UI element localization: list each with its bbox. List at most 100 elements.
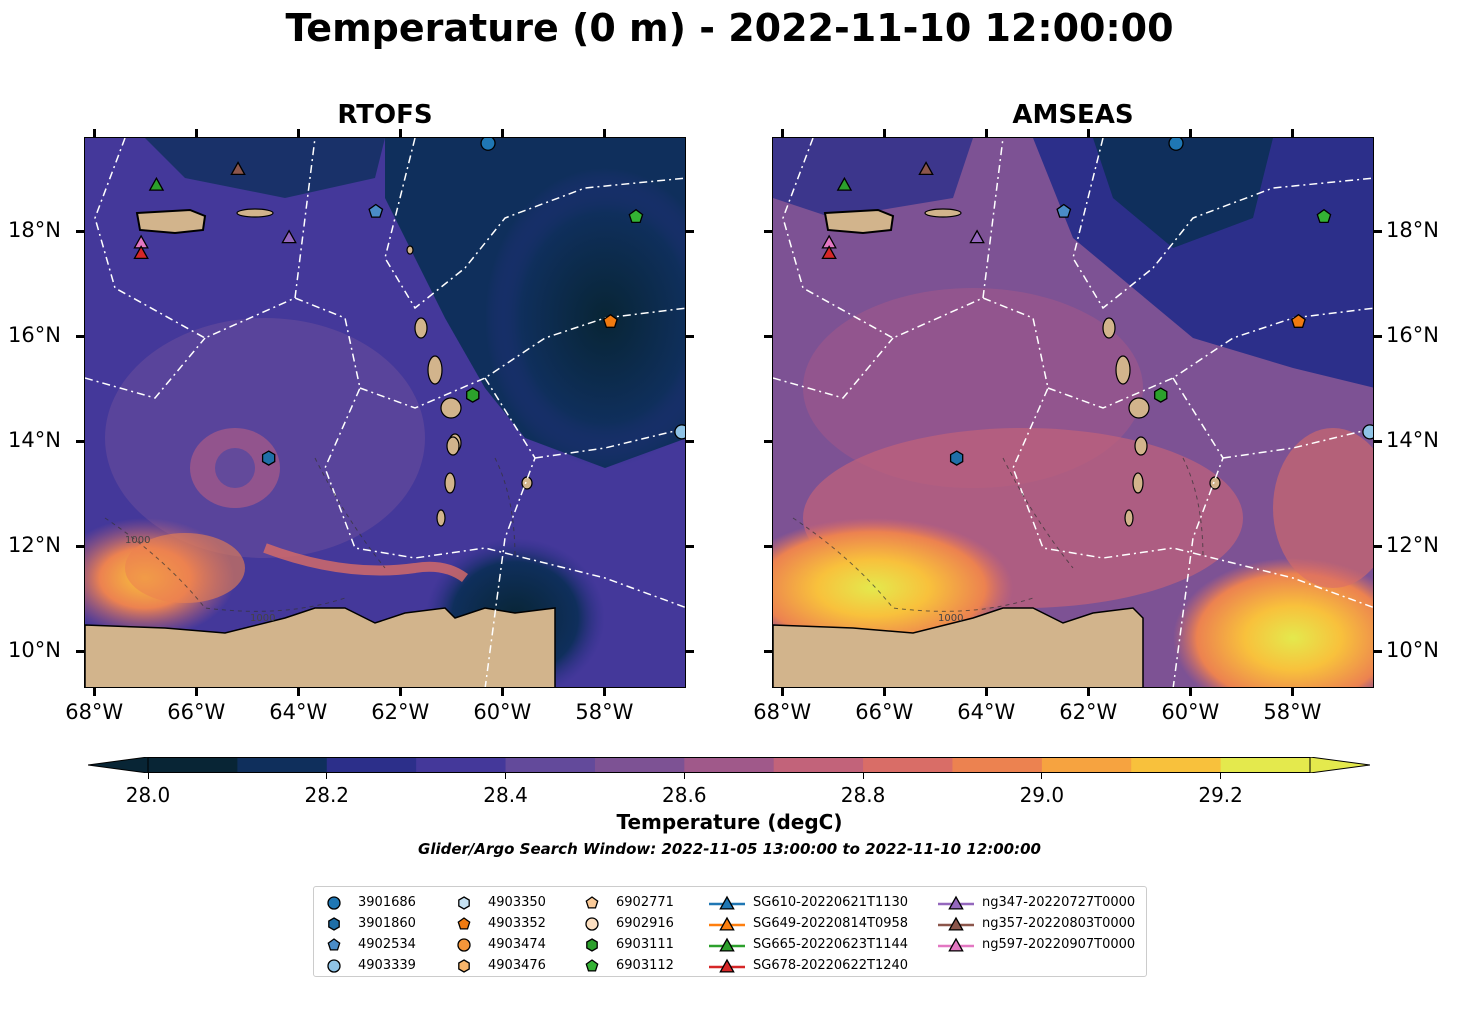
legend-marker-triangle-icon xyxy=(938,916,974,931)
legend-label: SG678-20220622T1240 xyxy=(753,958,909,973)
colorbar-bin xyxy=(863,757,953,773)
lon-tick-top xyxy=(780,129,784,137)
float-marker-6903112 xyxy=(628,208,644,224)
legend-label: 4903339 xyxy=(358,958,416,973)
colorbar-bin xyxy=(952,757,1043,773)
float-marker-3901686 xyxy=(1168,138,1184,151)
float-marker-SG678-20220622T1240 xyxy=(133,245,149,259)
lon-tick-bottom xyxy=(194,688,198,696)
legend-label: SG649-20220814T0958 xyxy=(753,916,909,931)
lon-tick-bottom xyxy=(1188,688,1192,696)
lon-tick-bottom xyxy=(602,688,606,696)
lon-tick-label: 64°W xyxy=(957,700,1016,724)
lat-tick-right xyxy=(686,334,694,338)
legend-label: 4902534 xyxy=(358,937,416,952)
legend-marker-pentagon-icon xyxy=(585,896,599,909)
lon-tick-label: 64°W xyxy=(269,700,328,724)
float-marker-4903352 xyxy=(1291,313,1306,328)
legend-label: ng347-20220727T0000 xyxy=(982,895,1136,910)
colorbar-bin xyxy=(1220,757,1311,773)
lon-tick-label: 60°W xyxy=(473,700,532,724)
float-marker-6903112 xyxy=(1316,208,1332,224)
float-marker-4902534 xyxy=(368,203,384,218)
contour-label: 1000 xyxy=(938,613,963,624)
lon-tick-bottom xyxy=(92,688,96,696)
colorbar-bin xyxy=(684,757,775,773)
map-amseas: 1000 xyxy=(772,137,1374,688)
legend-marker-triangle-icon xyxy=(709,916,745,931)
colorbar-bin xyxy=(326,757,417,773)
lat-tick-right xyxy=(686,439,694,443)
lon-tick-bottom xyxy=(1086,688,1090,696)
lat-tick-left xyxy=(764,544,772,548)
colorbar-bin xyxy=(1131,757,1222,773)
float-marker-ng357-20220803T0000 xyxy=(230,161,246,176)
lat-tick-left xyxy=(764,334,772,338)
lon-tick-bottom xyxy=(398,688,402,696)
colorbar-tick xyxy=(683,773,685,779)
legend-label: 6903112 xyxy=(616,958,674,973)
legend-marker-triangle-icon xyxy=(709,895,745,910)
float-marker-ng347-20220727T0000 xyxy=(969,229,985,244)
colorbar-swatches xyxy=(87,756,1371,774)
float-marker-ng347-20220727T0000 xyxy=(281,229,297,244)
colorbar-bin xyxy=(1041,757,1132,773)
search-window-note: Glider/Argo Search Window: 2022-11-05 13… xyxy=(418,840,1041,858)
legend-label: 6903111 xyxy=(616,937,674,952)
float-marker-ng357-20220803T0000 xyxy=(918,161,934,176)
lat-tick-label: 16°N xyxy=(1386,323,1439,348)
legend-label: 4903474 xyxy=(488,937,546,952)
legend-label: 4903350 xyxy=(488,895,546,910)
lat-tick-label: 12°N xyxy=(8,533,61,558)
lon-tick-bottom xyxy=(882,688,886,696)
legend-marker-triangle-icon xyxy=(938,895,974,910)
legend-marker-circle-icon xyxy=(585,917,599,931)
colorbar-bin xyxy=(594,757,685,773)
lat-tick-left xyxy=(76,544,84,548)
lon-tick-bottom xyxy=(780,688,784,696)
colorbar-tick xyxy=(505,773,507,779)
contour-label: 1000 xyxy=(125,535,150,546)
legend-marker-hexagon-icon xyxy=(328,917,340,931)
float-marker-SG678-20220622T1240 xyxy=(821,245,837,259)
lon-tick-bottom xyxy=(296,688,300,696)
colorbar-extend-max xyxy=(1309,756,1371,774)
legend-marker-triangle-icon xyxy=(938,937,974,952)
colorbar-tick xyxy=(1220,773,1222,779)
colorbar-tick xyxy=(326,773,328,779)
lon-tick-top xyxy=(92,129,96,137)
lat-tick-label: 16°N xyxy=(8,323,61,348)
lon-tick-top xyxy=(1188,129,1192,137)
lon-tick-top xyxy=(602,129,606,137)
legend-label: 4903352 xyxy=(488,916,546,931)
colorbar-bin xyxy=(773,757,864,773)
float-marker-6903111 xyxy=(466,387,480,403)
lon-tick-bottom xyxy=(500,688,504,696)
lon-tick-bottom xyxy=(984,688,988,696)
amseas-field: 1000 xyxy=(773,138,1373,687)
legend-marker-circle-icon xyxy=(457,938,471,952)
float-marker-3901686 xyxy=(480,138,496,151)
float-marker-6903111 xyxy=(1154,387,1168,403)
colorbar-tick-label: 28.2 xyxy=(304,783,350,807)
lat-tick-right xyxy=(1374,544,1382,548)
lat-tick-left xyxy=(764,649,772,653)
lon-tick-top xyxy=(500,129,504,137)
colorbar xyxy=(87,756,1371,774)
lon-tick-top xyxy=(1290,129,1294,137)
colorbar-tick xyxy=(862,773,864,779)
colorbar-bin xyxy=(148,757,238,773)
lon-tick-top xyxy=(398,129,402,137)
lon-tick-top xyxy=(296,129,300,137)
lon-tick-label: 58°W xyxy=(575,700,634,724)
float-marker-4902534 xyxy=(1056,203,1072,218)
colorbar-tick-label: 28.4 xyxy=(483,783,528,807)
legend-marker-circle-icon xyxy=(327,896,341,910)
lon-tick-label: 66°W xyxy=(855,700,914,724)
legend-label: ng357-20220803T0000 xyxy=(982,916,1136,931)
lat-tick-label: 14°N xyxy=(8,428,61,453)
legend-label: 3901860 xyxy=(358,916,416,931)
colorbar-bin xyxy=(416,757,507,773)
legend-marker-pentagon-icon xyxy=(585,959,599,972)
lon-tick-label: 58°W xyxy=(1263,700,1322,724)
